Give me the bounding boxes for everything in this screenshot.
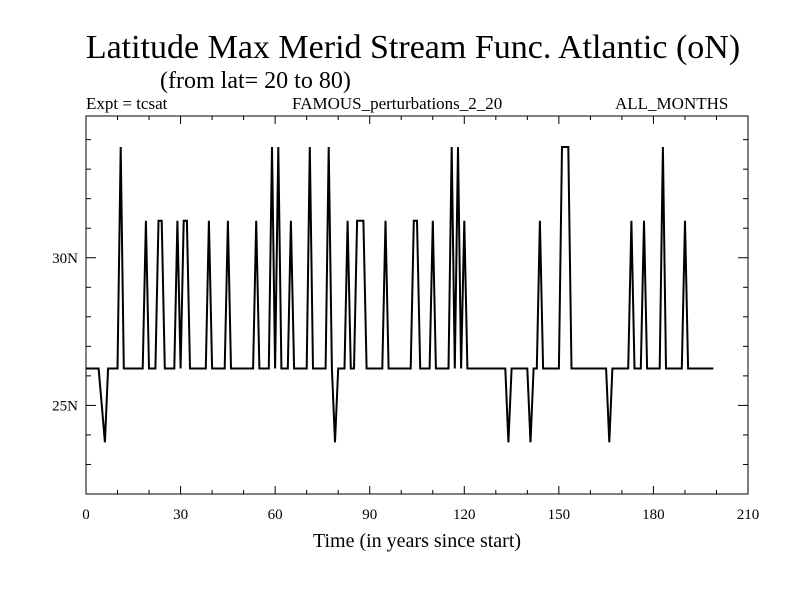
experiment-label: Expt = tcsat <box>86 94 168 113</box>
run-name-label: FAMOUS_perturbations_2_20 <box>292 94 503 113</box>
x-axis-label: Time (in years since start) <box>313 530 521 552</box>
series-line <box>86 146 714 443</box>
x-tick-label: 180 <box>642 507 665 523</box>
months-label: ALL_MONTHS <box>615 94 729 113</box>
y-tick-label: 30N <box>52 251 78 267</box>
y-axis: 25N 30N <box>52 251 748 414</box>
x-tick-label: 0 <box>82 507 90 523</box>
x-tick-label: 120 <box>453 507 476 523</box>
x-axis: 0 30 60 90 120 150 180 210 <box>82 116 759 523</box>
x-tick-label: 30 <box>173 507 188 523</box>
minor-ticks <box>86 116 748 495</box>
x-tick-label: 60 <box>268 507 283 523</box>
plot-frame <box>85 115 749 495</box>
x-tick-label: 90 <box>362 507 377 523</box>
y-tick-label: 25N <box>52 398 78 414</box>
chart-subtitle: (from lat= 20 to 80) <box>160 68 351 94</box>
chart-title: Latitude Max Merid Stream Func. Atlantic… <box>85 29 741 66</box>
x-tick-label: 210 <box>737 507 760 523</box>
x-tick-label: 150 <box>548 507 571 523</box>
